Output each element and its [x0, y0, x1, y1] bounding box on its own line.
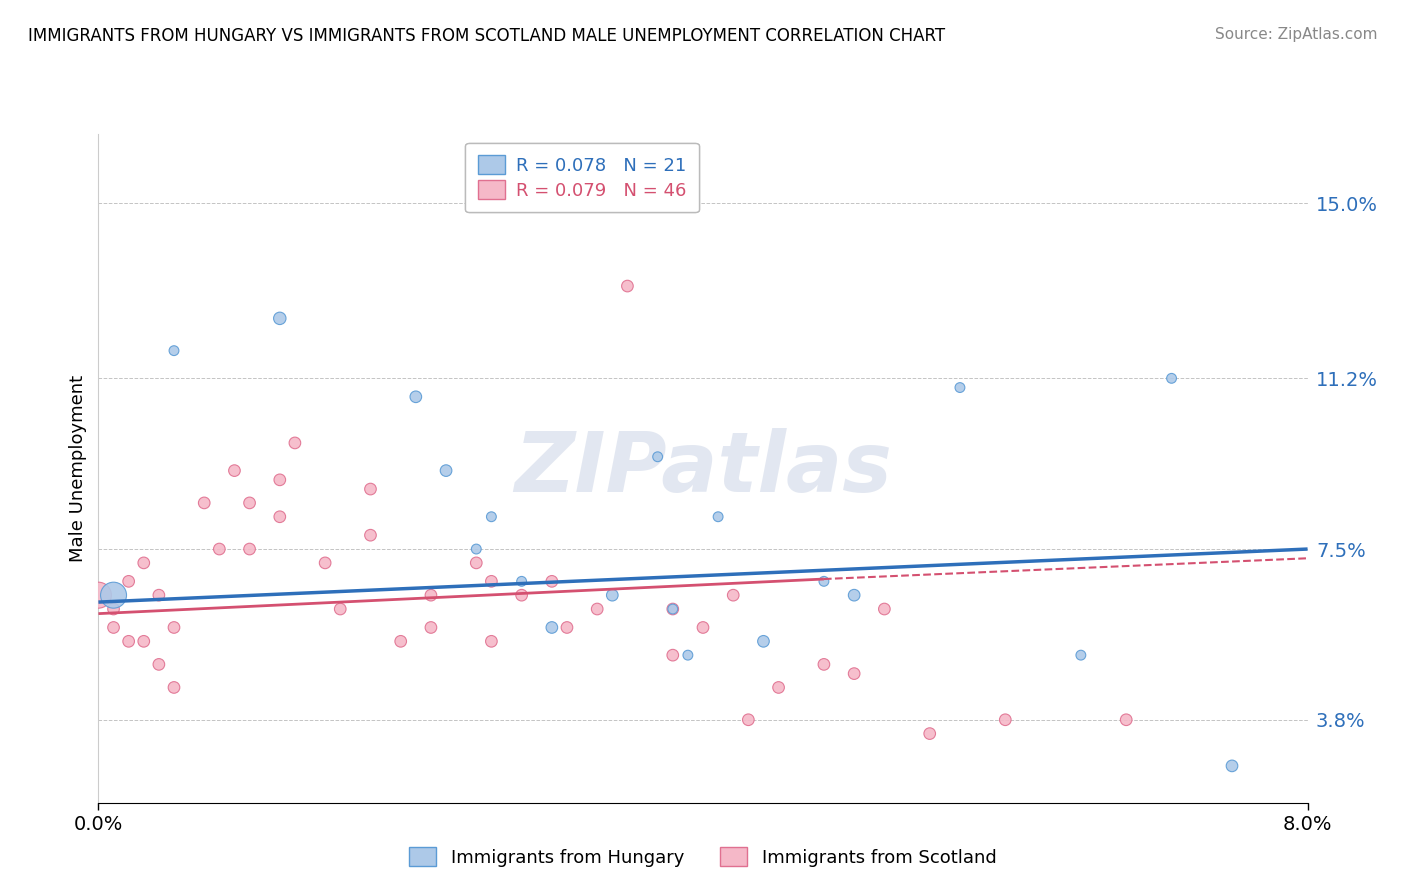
Point — [284, 436, 307, 450]
Legend: R = 0.078   N = 21, R = 0.079   N = 46: R = 0.078 N = 21, R = 0.079 N = 46 — [465, 143, 699, 212]
Point — [540, 620, 562, 634]
Point — [465, 556, 488, 570]
Point — [193, 496, 215, 510]
Point — [813, 657, 835, 672]
Point — [692, 620, 714, 634]
Point — [1115, 713, 1137, 727]
Point — [269, 311, 291, 326]
Point — [148, 657, 170, 672]
Point — [555, 620, 578, 634]
Point — [510, 588, 533, 602]
Y-axis label: Male Unemployment: Male Unemployment — [69, 375, 87, 562]
Point — [329, 602, 352, 616]
Point — [269, 473, 291, 487]
Point — [224, 464, 246, 478]
Point — [419, 620, 441, 634]
Point — [661, 602, 683, 616]
Point — [586, 602, 609, 616]
Point — [647, 450, 669, 464]
Point — [1160, 371, 1182, 385]
Point — [314, 556, 336, 570]
Point — [405, 390, 427, 404]
Point — [132, 556, 155, 570]
Point — [359, 482, 381, 496]
Point — [389, 634, 412, 648]
Point — [994, 713, 1017, 727]
Point — [419, 588, 441, 602]
Point — [239, 496, 262, 510]
Point — [723, 588, 745, 602]
Point — [103, 620, 125, 634]
Point — [1220, 759, 1243, 773]
Text: IMMIGRANTS FROM HUNGARY VS IMMIGRANTS FROM SCOTLAND MALE UNEMPLOYMENT CORRELATIO: IMMIGRANTS FROM HUNGARY VS IMMIGRANTS FR… — [28, 27, 945, 45]
Point — [768, 681, 790, 695]
Text: ZIPatlas: ZIPatlas — [515, 428, 891, 508]
Point — [239, 542, 262, 557]
Point — [949, 380, 972, 394]
Point — [844, 588, 866, 602]
Point — [148, 588, 170, 602]
Point — [616, 279, 638, 293]
Point — [540, 574, 562, 589]
Point — [707, 509, 730, 524]
Point — [510, 574, 533, 589]
Point — [1070, 648, 1092, 662]
Point — [661, 602, 683, 616]
Point — [118, 634, 141, 648]
Point — [813, 574, 835, 589]
Point — [873, 602, 896, 616]
Point — [208, 542, 231, 557]
Point — [918, 726, 941, 740]
Point — [163, 343, 186, 358]
Point — [132, 634, 155, 648]
Point — [479, 574, 503, 589]
Point — [752, 634, 775, 648]
Point — [87, 588, 110, 602]
Point — [661, 648, 683, 662]
Point — [737, 713, 759, 727]
Point — [163, 620, 186, 634]
Legend: Immigrants from Hungary, Immigrants from Scotland: Immigrants from Hungary, Immigrants from… — [402, 840, 1004, 874]
Point — [465, 542, 488, 557]
Point — [103, 602, 125, 616]
Point — [118, 574, 141, 589]
Text: Source: ZipAtlas.com: Source: ZipAtlas.com — [1215, 27, 1378, 42]
Point — [479, 634, 503, 648]
Point — [479, 509, 503, 524]
Point — [359, 528, 381, 542]
Point — [676, 648, 699, 662]
Point — [103, 588, 125, 602]
Point — [434, 464, 457, 478]
Point — [269, 509, 291, 524]
Point — [602, 588, 624, 602]
Point — [844, 666, 866, 681]
Point — [163, 681, 186, 695]
